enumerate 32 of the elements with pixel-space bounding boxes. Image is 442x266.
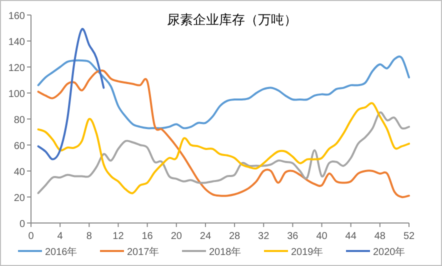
legend-label: 2016年 xyxy=(45,246,78,258)
x-tick-label: 52 xyxy=(403,231,415,242)
line-series xyxy=(37,69,410,198)
y-tick-label: 0 xyxy=(19,219,26,230)
y-tick-label: 100 xyxy=(8,89,26,100)
legend-label: 2018年 xyxy=(209,246,242,258)
y-tick-label: 80 xyxy=(14,115,26,126)
line-series xyxy=(37,28,105,160)
x-tick-label: 32 xyxy=(258,231,270,242)
x-tick-label: 36 xyxy=(287,231,299,242)
legend-label: 2020年 xyxy=(373,246,406,258)
y-tick-label: 40 xyxy=(14,167,26,178)
y-tick-label: 140 xyxy=(8,37,26,48)
x-tick-label: 48 xyxy=(374,231,386,242)
x-tick-label: 8 xyxy=(86,231,92,242)
x-tick-label: 16 xyxy=(142,231,154,242)
y-tick-label: 160 xyxy=(8,11,26,22)
y-tick-label: 60 xyxy=(14,141,26,152)
y-tick-label: 20 xyxy=(14,193,26,204)
x-tick-label: 0 xyxy=(28,231,34,242)
x-tick-label: 44 xyxy=(345,231,357,242)
line-series xyxy=(37,56,410,130)
x-tick-label: 24 xyxy=(200,231,212,242)
x-tick-label: 20 xyxy=(170,231,182,242)
x-tick-label: 4 xyxy=(57,231,64,242)
legend-label: 2017年 xyxy=(127,246,160,258)
legend-label: 2019年 xyxy=(291,246,324,258)
x-tick-label: 40 xyxy=(316,231,328,242)
y-tick-label: 120 xyxy=(8,63,26,74)
x-tick-label: 28 xyxy=(228,231,241,242)
x-tick-label: 12 xyxy=(112,231,124,242)
chart-title: 尿素企业库存（万吨） xyxy=(167,12,297,27)
